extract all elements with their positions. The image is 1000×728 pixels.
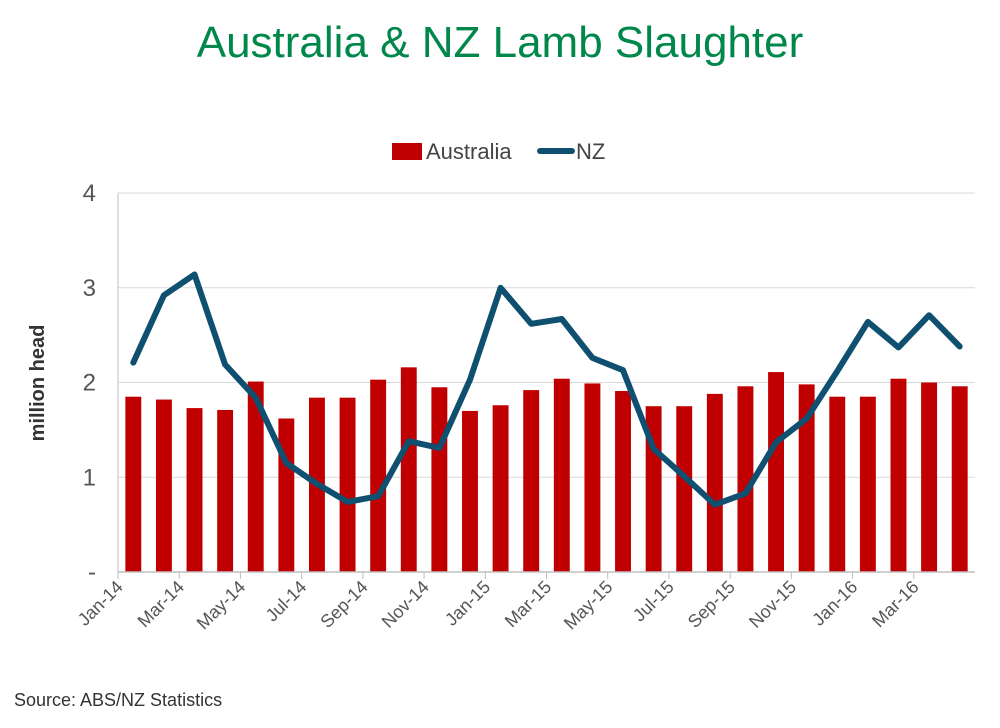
y-tick-label: 3 [83,275,96,302]
bar-Apr-16 [951,386,968,572]
x-tick-label: May-14 [193,577,250,634]
bar-Jun-14 [278,418,295,572]
bar-Nov-15 [798,384,815,572]
bar-Mar-16 [921,382,938,572]
bar-Sep-15 [737,386,754,572]
bar-Feb-14 [155,399,172,572]
chart-title: Australia & NZ Lamb Slaughter [196,18,804,67]
bar-Apr-14 [217,409,234,572]
y-tick-label: 4 [83,180,96,207]
legend-label-nz: NZ [576,139,605,164]
bar-Sep-14 [370,379,387,572]
nz-line [130,271,963,508]
legend-item-nz: NZ [537,139,605,164]
bar-Aug-15 [706,393,723,572]
bar-Feb-15 [523,390,540,572]
bar-Dec-15 [829,396,846,572]
source-note: Source: ABS/NZ Statistics [14,690,223,710]
bar-Oct-15 [768,372,785,572]
x-tick-label: Jan-16 [808,577,861,630]
legend-label-australia: Australia [426,139,512,164]
x-tick-label: Mar-16 [868,577,922,631]
x-tick-label: Jan-15 [441,577,494,630]
x-tick-label: Nov-14 [378,577,433,632]
bar-May-14 [247,381,264,572]
bar-Oct-14 [400,367,417,572]
x-tick-label: Jul-14 [262,577,311,626]
bar-Jan-16 [859,396,876,572]
grid-lines [118,192,975,478]
bar-Feb-16 [890,378,907,572]
x-tick-label: Mar-15 [501,577,555,631]
x-tick-label: Sep-14 [316,577,371,632]
x-tick-label: Nov-15 [745,577,800,632]
bar-Nov-14 [431,387,448,572]
bar-Jan-15 [492,405,509,572]
y-tick-label: - [88,559,96,586]
x-tick-label: May-15 [560,577,617,634]
bar-Dec-14 [462,410,478,572]
x-tick-label: Jul-15 [629,577,678,626]
y-tick-label: 1 [83,464,96,491]
x-tick-label: Mar-14 [134,577,188,631]
y-axis-label: million head [27,325,49,442]
nz-line-series [130,271,963,508]
bar-Jul-15 [676,406,693,572]
x-tick-label: Jan-14 [74,577,127,630]
bar-Mar-14 [186,408,203,572]
x-tick-label: Sep-15 [684,577,739,632]
bar-Jan-14 [125,396,142,572]
legend-swatch-australia [392,143,422,160]
australia-bars [125,367,968,572]
bar-Jun-15 [645,406,662,572]
bar-Mar-15 [553,378,570,572]
bar-Apr-15 [584,383,601,572]
legend-item-australia: Australia [392,139,512,164]
y-tick-label: 2 [83,370,96,397]
bar-Aug-14 [339,397,356,572]
bar-May-15 [615,391,631,572]
legend: Australia NZ [392,139,605,164]
